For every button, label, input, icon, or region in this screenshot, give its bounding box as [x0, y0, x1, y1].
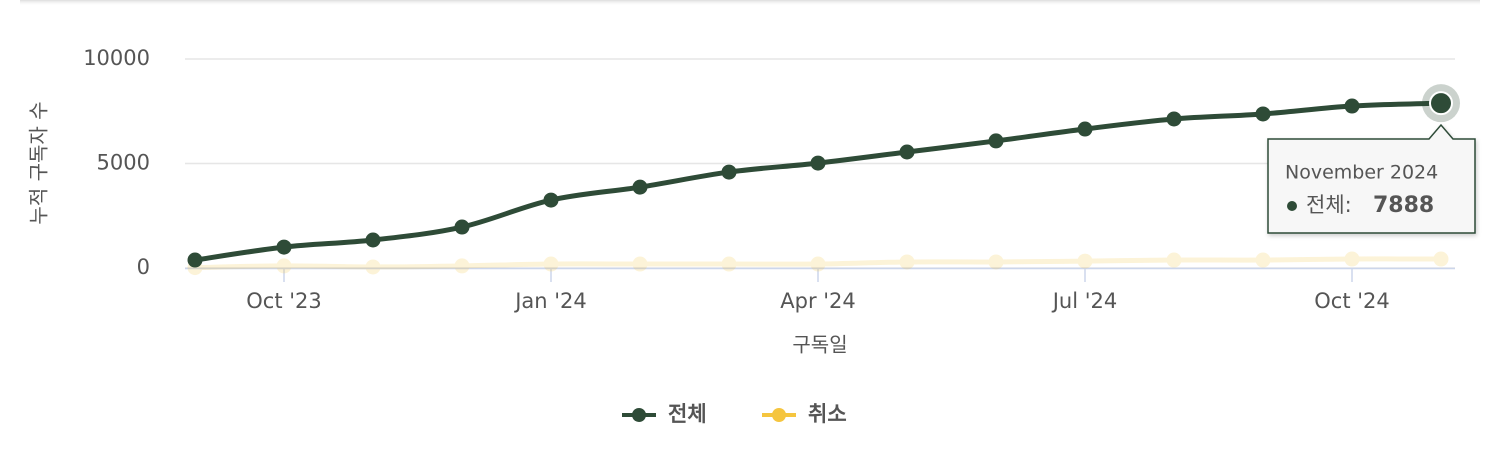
data-point	[988, 254, 1004, 270]
x-tick-label: Jan '24	[513, 289, 587, 313]
data-point	[365, 232, 381, 248]
data-point	[543, 192, 559, 208]
x-tick-label: Oct '23	[246, 289, 321, 313]
data-point	[810, 256, 826, 272]
data-point	[632, 179, 648, 195]
data-point	[1433, 251, 1449, 267]
legend-item[interactable]: 전체	[622, 402, 707, 426]
series-line	[194, 100, 1442, 263]
data-point	[721, 256, 737, 272]
hover-point	[1429, 91, 1453, 116]
data-point	[1077, 121, 1093, 137]
legend-symbol	[772, 408, 786, 422]
data-point	[1255, 106, 1271, 122]
tooltip-box	[1267, 123, 1476, 234]
data-point	[1255, 252, 1271, 268]
data-point	[1077, 253, 1093, 269]
data-point	[454, 258, 470, 274]
tooltip-label: 전체:	[1306, 193, 1352, 217]
data-point	[1344, 98, 1360, 114]
y-tick-label: 5000	[97, 151, 150, 175]
y-tick-label: 0	[137, 255, 150, 279]
data-point	[1166, 111, 1182, 127]
tooltip: November 2024 전체: 7888	[1267, 84, 1476, 234]
y-tick-label: 10000	[83, 46, 150, 70]
series	[187, 251, 1449, 276]
data-point	[454, 219, 470, 235]
plot: 0 5000 10000 Oct '23 Jan '24 Apr '24 Jul '24 Oc…	[83, 46, 1455, 313]
series-line	[194, 256, 1442, 271]
legend: 전체 취소	[622, 402, 847, 426]
x-tick-label: Apr '24	[780, 289, 856, 313]
tooltip-title: November 2024	[1285, 162, 1438, 184]
data-point	[543, 256, 559, 272]
x-axis-label: 구독일	[792, 333, 847, 357]
data-point	[632, 256, 648, 272]
data-point	[899, 254, 915, 270]
data-point	[899, 144, 915, 160]
data-point	[276, 258, 292, 274]
series	[187, 95, 1449, 268]
data-point	[1344, 251, 1360, 267]
legend-item[interactable]: 취소	[762, 402, 847, 426]
legend-label: 취소	[808, 402, 847, 426]
legend-label: 전체	[668, 402, 707, 426]
y-axis-label: 누적 구독자 수	[27, 101, 51, 224]
tooltip-value: 7888	[1373, 193, 1434, 218]
data-point	[365, 259, 381, 275]
data-point	[988, 133, 1004, 149]
tooltip-bullet	[1287, 201, 1297, 211]
x-tick-label: Oct '24	[1314, 289, 1389, 313]
legend-symbol	[632, 408, 646, 422]
data-point	[187, 252, 203, 268]
data-point	[810, 155, 826, 171]
top-shade	[20, 0, 1480, 6]
data-point	[276, 239, 292, 255]
data-point	[1166, 252, 1182, 268]
data-point	[721, 164, 737, 180]
x-tick-label: Jul '24	[1051, 289, 1118, 313]
